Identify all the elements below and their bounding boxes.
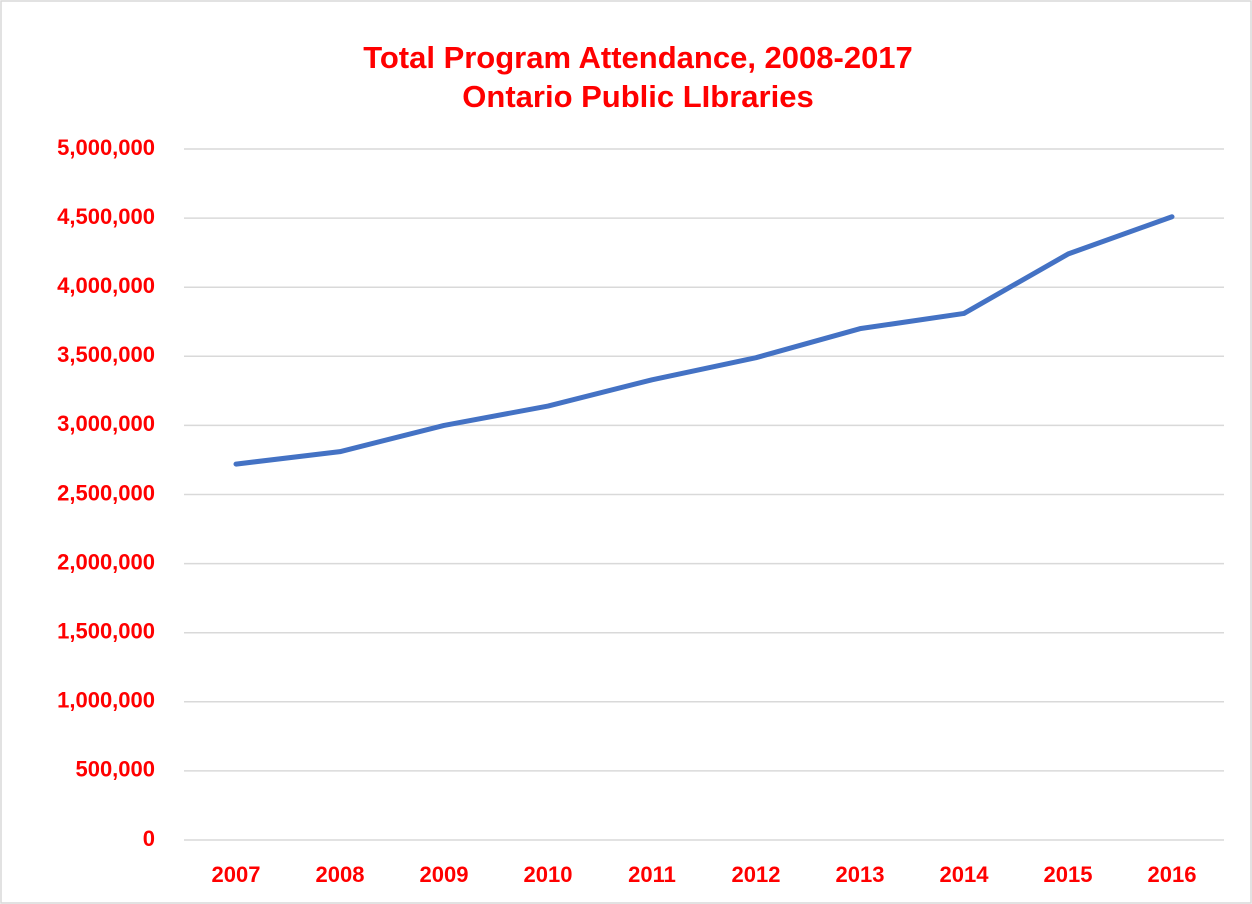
- y-tick-label: 1,500,000: [57, 619, 155, 644]
- x-tick-label: 2012: [732, 862, 781, 887]
- x-tick-label: 2011: [628, 862, 676, 887]
- x-tick-label: 2015: [1044, 862, 1093, 887]
- y-tick-label: 1,000,000: [57, 688, 155, 713]
- x-tick-label: 2008: [316, 862, 365, 887]
- x-tick-label: 2013: [836, 862, 885, 887]
- y-tick-label: 4,000,000: [57, 273, 155, 298]
- y-tick-label: 500,000: [75, 757, 155, 782]
- chart-title: Total Program Attendance, 2008-2017: [363, 40, 913, 75]
- y-tick-label: 3,000,000: [57, 411, 155, 436]
- y-tick-label: 4,500,000: [57, 204, 155, 229]
- y-tick-label: 3,500,000: [57, 342, 155, 367]
- chart-subtitle: Ontario Public LIbraries: [462, 79, 813, 114]
- y-tick-label: 2,000,000: [57, 549, 155, 574]
- x-tick-label: 2009: [420, 862, 469, 887]
- y-tick-label: 2,500,000: [57, 480, 155, 505]
- x-tick-label: 2014: [940, 862, 990, 887]
- x-tick-label: 2010: [524, 862, 573, 887]
- data-line: [233, 214, 1175, 467]
- y-tick-label: 0: [143, 826, 155, 851]
- x-tick-label: 2007: [212, 862, 261, 887]
- x-tick-label: 2016: [1148, 862, 1197, 887]
- y-tick-label: 5,000,000: [57, 135, 155, 160]
